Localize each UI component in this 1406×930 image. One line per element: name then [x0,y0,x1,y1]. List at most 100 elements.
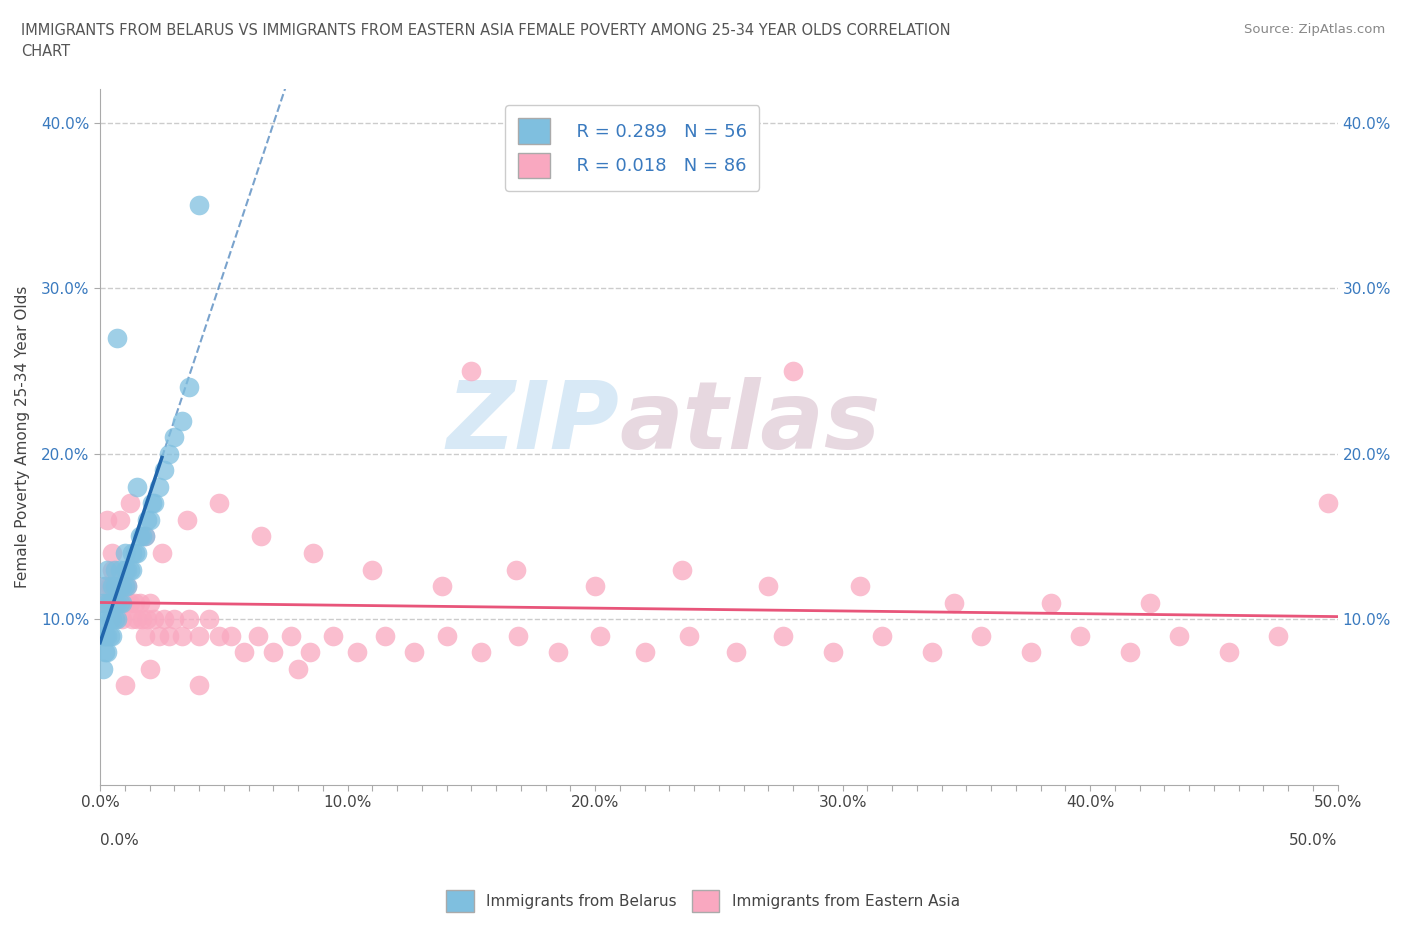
Point [163,430,186,445]
Point [1218,644,1240,659]
Point [111,595,134,610]
Point [547,644,569,659]
Point [124,546,146,561]
Point [1139,595,1161,610]
Point [188,678,211,693]
Point [94,629,117,644]
Point [188,629,211,644]
Point [921,644,943,659]
Point [108,595,131,610]
Point [1316,496,1339,511]
Point [121,546,143,561]
Point [96,595,118,610]
Point [150,546,173,561]
Point [141,496,163,511]
Point [96,595,118,610]
Point [179,380,201,395]
Point [143,496,166,511]
Point [118,496,141,511]
Point [153,463,176,478]
Point [111,612,134,627]
Point [943,595,966,610]
Point [91,661,114,676]
Point [756,578,779,593]
Point [118,595,141,610]
Point [170,629,193,644]
Point [114,562,136,577]
Point [148,629,170,644]
Point [280,629,302,644]
Legend:   R = 0.289   N = 56,   R = 0.018   N = 86: R = 0.289 N = 56, R = 0.018 N = 86 [505,105,759,191]
Point [114,546,136,561]
Point [262,644,284,659]
Point [1019,644,1042,659]
Point [96,512,118,527]
Point [134,529,156,544]
Point [589,629,612,644]
Point [1168,629,1191,644]
Point [108,512,131,527]
Point [105,595,128,610]
Point [101,578,124,593]
Point [131,612,153,627]
Point [772,629,794,644]
Text: ZIP: ZIP [447,378,620,469]
Point [104,595,127,610]
Point [98,629,121,644]
Point [117,562,139,577]
Point [108,595,131,610]
Point [148,479,170,494]
Point [430,578,453,593]
Point [91,595,114,610]
Point [302,546,325,561]
Point [671,562,693,577]
Point [101,612,124,627]
Point [208,629,231,644]
Point [91,595,114,610]
Point [91,629,114,644]
Point [121,562,143,577]
Point [127,612,149,627]
Point [96,644,118,659]
Point [849,578,872,593]
Point [153,612,176,627]
Point [361,562,384,577]
Point [208,496,231,511]
Point [117,578,139,593]
Point [101,546,124,561]
Point [374,629,396,644]
Point [505,562,527,577]
Point [134,529,156,544]
Point [1039,595,1062,610]
Point [101,562,124,577]
Point [821,644,844,659]
Point [98,595,121,610]
Y-axis label: Female Poverty Among 25-34 Year Olds: Female Poverty Among 25-34 Year Olds [15,286,30,589]
Point [114,678,136,693]
Text: atlas: atlas [620,378,882,469]
Point [1118,644,1140,659]
Text: IMMIGRANTS FROM BELARUS VS IMMIGRANTS FROM EASTERN ASIA FEMALE POVERTY AMONG 25-: IMMIGRANTS FROM BELARUS VS IMMIGRANTS FR… [21,23,950,60]
Point [118,562,141,577]
Point [94,578,117,593]
Point [138,512,160,527]
Point [104,562,127,577]
Point [157,629,180,644]
Point [346,644,368,659]
Point [96,612,118,627]
Point [117,578,139,593]
Point [287,661,309,676]
Point [108,562,131,577]
Point [179,612,201,627]
Point [163,612,186,627]
Point [101,595,124,610]
Point [870,629,893,644]
Point [198,612,221,627]
Point [111,578,134,593]
Point [1069,629,1091,644]
Point [114,578,136,593]
Point [170,413,193,428]
Point [94,644,117,659]
Point [105,330,128,345]
Point [94,612,117,627]
